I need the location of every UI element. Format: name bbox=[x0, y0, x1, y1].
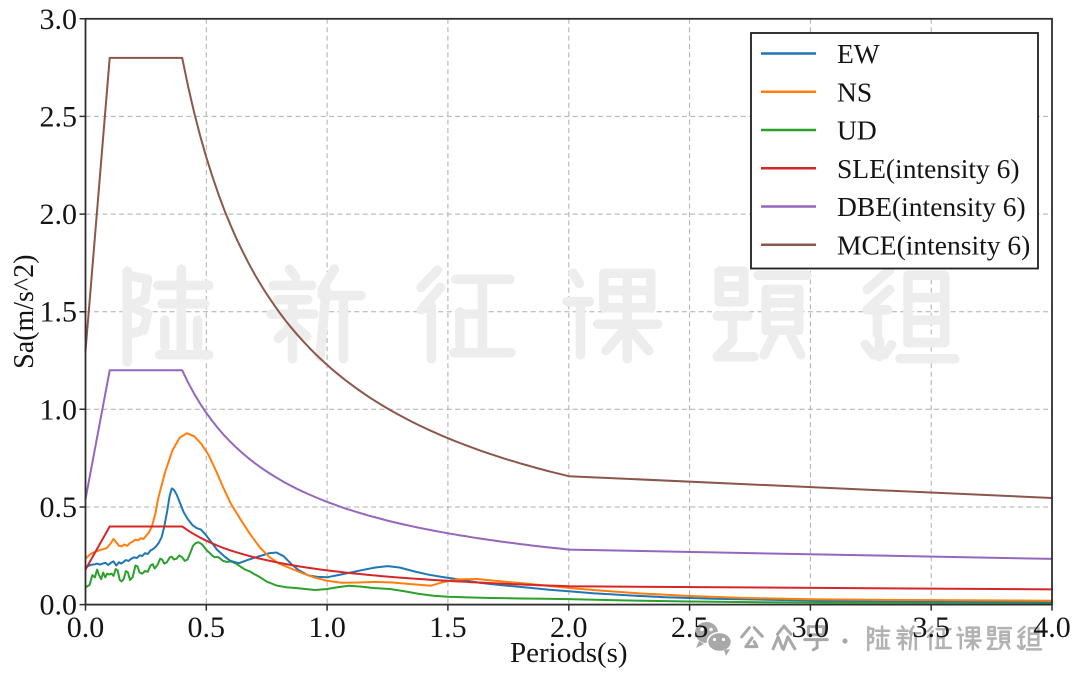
svg-text:EW: EW bbox=[837, 38, 880, 69]
svg-text:UD: UD bbox=[837, 115, 877, 146]
svg-text:SLE(intensity 6): SLE(intensity 6) bbox=[837, 153, 1020, 184]
svg-text:NS: NS bbox=[837, 76, 872, 107]
svg-text:4.0: 4.0 bbox=[1033, 611, 1071, 644]
svg-text:Periods(s): Periods(s) bbox=[510, 637, 628, 669]
svg-text:2.0: 2.0 bbox=[40, 198, 78, 231]
svg-text:Sa(m/s^2): Sa(m/s^2) bbox=[9, 255, 40, 369]
svg-text:DBE(intensity 6): DBE(intensity 6) bbox=[837, 191, 1026, 222]
svg-text:1.5: 1.5 bbox=[429, 611, 467, 644]
svg-text:0.0: 0.0 bbox=[40, 589, 78, 622]
svg-text:1.5: 1.5 bbox=[40, 296, 78, 329]
svg-text:0.5: 0.5 bbox=[40, 491, 78, 524]
svg-text:3.0: 3.0 bbox=[40, 3, 78, 36]
svg-text:MCE(intensity 6): MCE(intensity 6) bbox=[837, 229, 1030, 260]
svg-text:0.0: 0.0 bbox=[67, 611, 105, 644]
svg-text:2.0: 2.0 bbox=[550, 611, 588, 644]
svg-text:2.5: 2.5 bbox=[40, 100, 78, 133]
svg-text:3.0: 3.0 bbox=[792, 611, 830, 644]
svg-text:1.0: 1.0 bbox=[40, 393, 78, 426]
svg-text:3.5: 3.5 bbox=[912, 611, 950, 644]
svg-text:2.5: 2.5 bbox=[671, 611, 709, 644]
svg-text:0.5: 0.5 bbox=[188, 611, 226, 644]
svg-text:1.0: 1.0 bbox=[308, 611, 346, 644]
